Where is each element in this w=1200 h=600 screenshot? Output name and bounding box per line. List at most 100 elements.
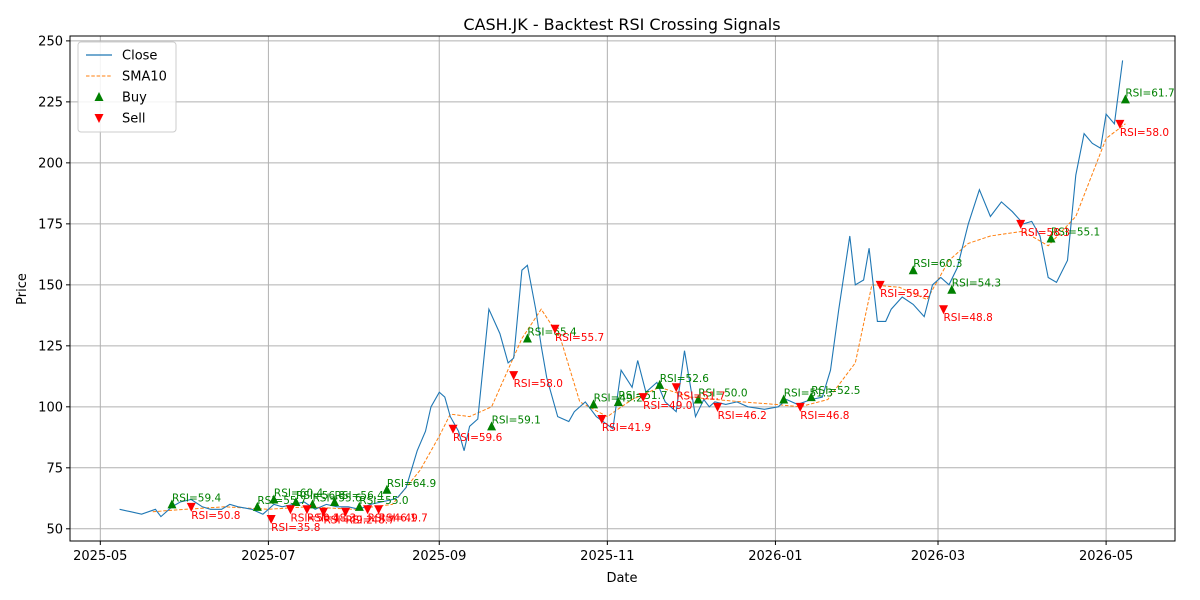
sell-annotation: RSI=41.9 bbox=[602, 422, 651, 434]
sell-marker bbox=[638, 393, 648, 403]
sell-annotation: RSI=49.2 bbox=[324, 515, 373, 527]
sell-annotation: RSI=50.8 bbox=[191, 510, 240, 522]
buy-annotation: RSI=61.7 bbox=[1125, 87, 1174, 99]
sell-marker bbox=[341, 507, 351, 517]
x-tick-label: 2026-03 bbox=[911, 549, 965, 564]
y-tick-label: 225 bbox=[38, 95, 63, 110]
sell-marker bbox=[1115, 119, 1125, 129]
buy-annotation: RSI=56.4 bbox=[335, 490, 385, 502]
legend-label: Buy bbox=[122, 91, 147, 106]
sell-annotation: RSI=50.1 bbox=[290, 512, 339, 524]
legend-buy-swatch bbox=[94, 92, 104, 101]
sell-annotation: RSI=59.2 bbox=[880, 288, 929, 300]
sell-annotation: RSI=58.3 bbox=[1021, 227, 1070, 239]
y-tick-label: 50 bbox=[46, 522, 63, 537]
sell-annotation: RSI=58.0 bbox=[1120, 127, 1169, 139]
y-axis-ticks: 50 75 100 125 150 175 200 225 250 bbox=[38, 34, 70, 537]
sell-marker bbox=[939, 305, 949, 315]
sell-marker bbox=[550, 324, 560, 334]
y-tick-label: 150 bbox=[38, 278, 63, 293]
legend-sell-swatch bbox=[94, 114, 104, 123]
sell-annotation: RSI=59.6 bbox=[453, 432, 503, 444]
x-tick-label: 2026-05 bbox=[1079, 549, 1133, 564]
y-tick-label: 125 bbox=[38, 339, 63, 354]
y-tick-label: 250 bbox=[38, 34, 63, 49]
sell-marker bbox=[285, 505, 295, 515]
buy-marker bbox=[167, 499, 177, 509]
buy-annotation: RSI=59.1 bbox=[492, 414, 541, 426]
buy-marker bbox=[382, 484, 392, 494]
x-axis-label: Date bbox=[606, 571, 637, 586]
sell-marker bbox=[1016, 219, 1026, 229]
buy-annotation: RSI=55.6 bbox=[312, 492, 362, 504]
buy-annotation: RSI=54.3 bbox=[952, 278, 1001, 290]
sell-annotation: RSI=58.0 bbox=[514, 378, 563, 390]
buy-annotation: RSI=51.3 bbox=[784, 388, 833, 400]
buy-annotation: RSI=55.1 bbox=[1051, 226, 1100, 238]
buy-marker bbox=[522, 333, 532, 343]
legend: Close SMA10 Buy Sell bbox=[77, 41, 177, 133]
buy-marker bbox=[354, 501, 364, 511]
chart-title: CASH.JK - Backtest RSI Crossing Signals bbox=[463, 15, 780, 34]
buy-marker bbox=[947, 284, 957, 294]
buy-marker bbox=[291, 496, 301, 506]
sell-marker bbox=[186, 502, 196, 512]
sell-marker bbox=[795, 402, 805, 412]
buy-annotation: RSI=52.6 bbox=[660, 373, 710, 385]
buy-annotation: RSI=55.0 bbox=[359, 495, 408, 507]
sell-marker bbox=[319, 507, 329, 517]
sell-marker bbox=[671, 383, 681, 393]
sell-annotation: RSI=46.8 bbox=[800, 410, 849, 422]
sell-annotation: RSI=48.7 bbox=[346, 515, 395, 527]
sell-marker bbox=[713, 402, 723, 412]
legend-label: Close bbox=[122, 49, 157, 64]
y-tick-label: 200 bbox=[38, 156, 63, 171]
sell-marker bbox=[302, 505, 312, 515]
legend-label: SMA10 bbox=[122, 70, 167, 85]
buy-marker bbox=[693, 394, 703, 404]
sell-marker bbox=[875, 280, 885, 290]
sell-annotation: RSI=48.8 bbox=[944, 312, 993, 324]
x-axis-ticks: 2025-05 2025-07 2025-09 2025-11 2026-01 2026-… bbox=[73, 541, 1133, 564]
sell-marker bbox=[448, 424, 458, 434]
sell-marker bbox=[509, 371, 519, 381]
buy-annotation: RSI=56.8 bbox=[296, 490, 345, 502]
x-tick-label: 2025-05 bbox=[73, 549, 127, 564]
legend-label: Sell bbox=[122, 112, 145, 127]
x-tick-label: 2025-09 bbox=[412, 549, 466, 564]
sell-annotation: RSI=35.8 bbox=[271, 522, 320, 534]
buy-marker bbox=[613, 396, 623, 406]
x-tick-label: 2025-11 bbox=[580, 549, 634, 564]
buy-annotation: RSI=50.0 bbox=[698, 388, 747, 400]
buy-annotation: RSI=64.9 bbox=[387, 478, 436, 490]
sell-marker bbox=[597, 415, 607, 425]
sell-marker bbox=[363, 505, 373, 515]
close-line bbox=[119, 60, 1124, 518]
buy-annotation: RSI=60.3 bbox=[913, 258, 962, 270]
sell-annotation: RSI=55.7 bbox=[555, 332, 604, 344]
sell-marker bbox=[374, 505, 384, 515]
buy-marker bbox=[806, 392, 816, 402]
buy-marker bbox=[330, 496, 340, 506]
signal-markers: RSI=59.4 RSI=55.7 RSI=60.4RSI=56.8RSI=55.6… bbox=[167, 87, 1175, 534]
plot-frame bbox=[69, 35, 1176, 542]
sell-annotation: RSI=46.1 bbox=[368, 512, 417, 524]
x-tick-label: 2026-01 bbox=[748, 549, 802, 564]
buy-annotation: RSI=65.4 bbox=[527, 327, 577, 339]
buy-marker bbox=[655, 379, 665, 389]
sell-annotation: RSI=46.2 bbox=[718, 410, 767, 422]
y-tick-label: 175 bbox=[38, 217, 63, 232]
buy-marker bbox=[1046, 233, 1056, 243]
buy-annotation: RSI=52.5 bbox=[811, 385, 860, 397]
grid-lines bbox=[70, 36, 1175, 541]
sell-marker bbox=[266, 515, 276, 525]
x-tick-label: 2025-07 bbox=[241, 549, 295, 564]
sell-annotation: RSI=48.3 bbox=[307, 512, 356, 524]
buy-marker bbox=[589, 399, 599, 409]
legend-box bbox=[77, 41, 177, 133]
y-tick-label: 100 bbox=[38, 400, 63, 415]
y-axis-label: Price bbox=[15, 273, 30, 305]
buy-annotation: RSI=60.4 bbox=[274, 488, 324, 500]
sell-annotation: RSI=49.7 bbox=[379, 512, 428, 524]
